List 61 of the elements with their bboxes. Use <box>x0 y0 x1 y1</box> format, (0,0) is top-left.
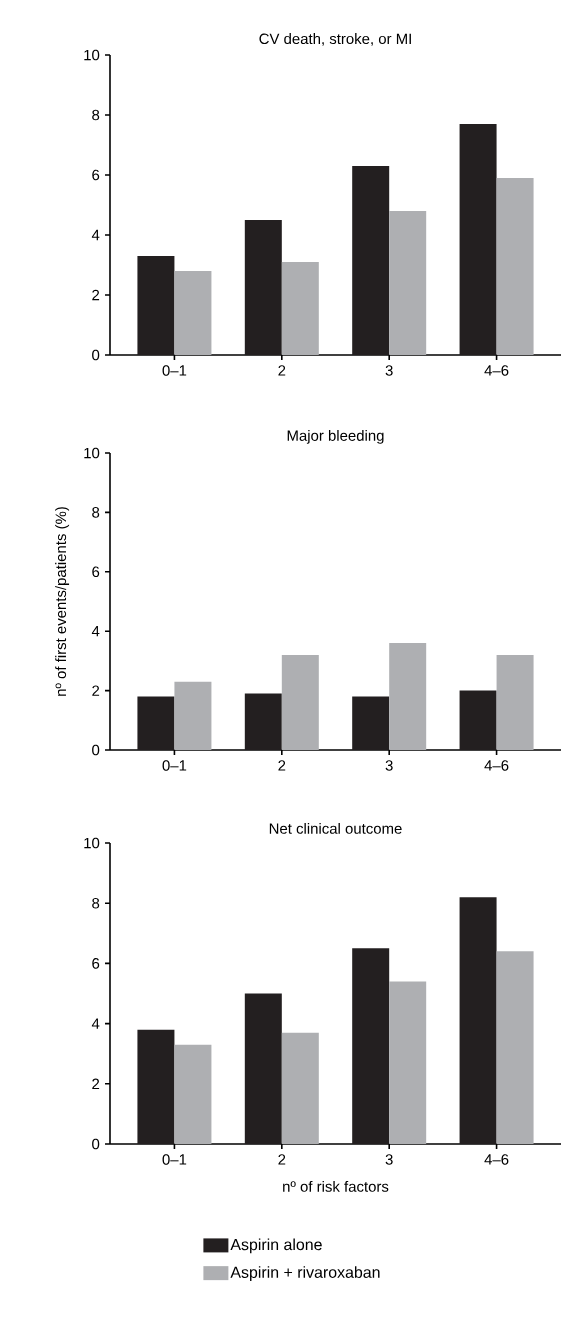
bar <box>352 696 390 751</box>
y-axis-title: nº of first events/patients (%) <box>55 507 70 696</box>
y-tick-label: 0 <box>92 744 100 756</box>
bar <box>389 981 427 1145</box>
x-tick-label: 3 <box>385 1154 393 1165</box>
bar <box>137 256 175 356</box>
chart-title: Net clinical outcome <box>269 822 402 834</box>
bar <box>281 262 319 356</box>
bar <box>244 220 282 356</box>
bar <box>352 948 390 1145</box>
bar <box>174 271 212 356</box>
y-tick-label: 8 <box>92 507 100 518</box>
bar <box>281 1032 319 1145</box>
chart-title: Major bleeding <box>287 429 384 444</box>
y-tick-label: 6 <box>92 169 100 181</box>
y-tick-label: 2 <box>92 289 100 301</box>
bar <box>496 178 534 356</box>
bar <box>244 993 282 1145</box>
x-tick-label: 4–6 <box>484 760 509 771</box>
y-tick-label: 6 <box>92 958 100 969</box>
y-tick-label: 10 <box>84 837 100 849</box>
y-tick-label: 4 <box>91 229 100 241</box>
y-tick-label: 10 <box>84 49 100 61</box>
x-axis-title: nº of risk factors <box>283 1180 389 1192</box>
bar <box>174 1044 212 1145</box>
legend-label: Aspirin + rivaroxaban <box>230 1266 380 1282</box>
y-tick-label: 0 <box>92 349 100 361</box>
y-tick-label: 2 <box>92 1078 100 1090</box>
x-tick-label: 0–1 <box>162 760 187 771</box>
x-tick-label: 2 <box>278 760 286 771</box>
x-tick-label: 2 <box>278 365 286 376</box>
bar <box>459 897 497 1145</box>
x-tick-label: 2 <box>278 1154 286 1165</box>
x-tick-label: 0–1 <box>162 365 187 376</box>
bar <box>352 166 390 356</box>
bar <box>281 654 319 751</box>
bar <box>459 690 497 751</box>
y-tick-label: 0 <box>92 1138 100 1150</box>
bar <box>459 124 497 356</box>
bar <box>496 654 534 751</box>
legend-label: Aspirin alone <box>230 1238 322 1254</box>
x-tick-label: 4–6 <box>484 1154 509 1165</box>
y-tick-label: 10 <box>84 447 100 459</box>
y-tick-label: 8 <box>92 897 100 909</box>
y-tick-label: 8 <box>92 109 100 121</box>
bar <box>137 1029 175 1145</box>
y-tick-label: 4 <box>91 626 100 637</box>
y-tick-label: 6 <box>92 566 100 578</box>
x-tick-label: 3 <box>385 760 393 771</box>
bar <box>389 211 427 356</box>
chart-title: CV death, stroke, or MI <box>259 33 411 46</box>
bar <box>389 643 427 751</box>
y-tick-label: 2 <box>92 685 100 696</box>
x-tick-label: 0–1 <box>162 1154 187 1165</box>
x-tick-label: 4–6 <box>484 365 509 376</box>
bar <box>137 696 175 751</box>
bar <box>174 681 212 751</box>
bar <box>244 693 282 751</box>
x-tick-label: 3 <box>385 365 393 376</box>
bar <box>496 951 534 1145</box>
y-tick-label: 4 <box>91 1018 100 1029</box>
